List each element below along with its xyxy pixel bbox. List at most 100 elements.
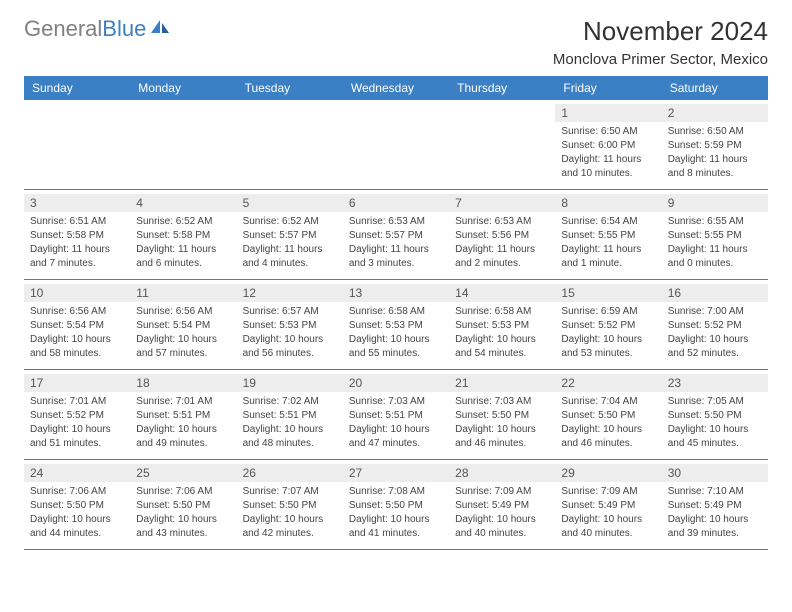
day-cell: 2Sunrise: 6:50 AMSunset: 5:59 PMDaylight… xyxy=(662,100,768,189)
day-info: Sunrise: 6:52 AMSunset: 5:58 PMDaylight:… xyxy=(136,215,230,271)
day-info: Sunrise: 7:05 AMSunset: 5:50 PMDaylight:… xyxy=(668,395,762,451)
daylight-text: Daylight: 10 hours and 39 minutes. xyxy=(668,513,762,541)
sunset-text: Sunset: 5:51 PM xyxy=(136,409,230,423)
daylight-text: Daylight: 10 hours and 58 minutes. xyxy=(30,333,124,361)
sunset-text: Sunset: 5:58 PM xyxy=(136,229,230,243)
day-number-bar: 24 xyxy=(24,464,130,482)
day-cell: 20Sunrise: 7:03 AMSunset: 5:51 PMDayligh… xyxy=(343,370,449,459)
day-number: 30 xyxy=(668,466,762,480)
day-info: Sunrise: 6:56 AMSunset: 5:54 PMDaylight:… xyxy=(30,305,124,361)
day-header-wednesday: Wednesday xyxy=(343,76,449,100)
sunrise-text: Sunrise: 7:08 AM xyxy=(349,485,443,499)
sunrise-text: Sunrise: 7:03 AM xyxy=(349,395,443,409)
day-number-bar: 25 xyxy=(130,464,236,482)
sunrise-text: Sunrise: 6:56 AM xyxy=(136,305,230,319)
sunset-text: Sunset: 5:50 PM xyxy=(30,499,124,513)
daylight-text: Daylight: 10 hours and 48 minutes. xyxy=(243,423,337,451)
sunrise-text: Sunrise: 6:58 AM xyxy=(349,305,443,319)
sunset-text: Sunset: 5:49 PM xyxy=(561,499,655,513)
empty-cell xyxy=(24,100,130,189)
day-cell: 6Sunrise: 6:53 AMSunset: 5:57 PMDaylight… xyxy=(343,190,449,279)
daylight-text: Daylight: 10 hours and 46 minutes. xyxy=(455,423,549,451)
day-info: Sunrise: 6:50 AMSunset: 6:00 PMDaylight:… xyxy=(561,125,655,181)
sunrise-text: Sunrise: 7:07 AM xyxy=(243,485,337,499)
day-number: 11 xyxy=(136,286,230,300)
sunset-text: Sunset: 5:58 PM xyxy=(30,229,124,243)
daylight-text: Daylight: 10 hours and 43 minutes. xyxy=(136,513,230,541)
sunset-text: Sunset: 5:53 PM xyxy=(243,319,337,333)
sunset-text: Sunset: 5:52 PM xyxy=(30,409,124,423)
daylight-text: Daylight: 10 hours and 55 minutes. xyxy=(349,333,443,361)
day-cell: 13Sunrise: 6:58 AMSunset: 5:53 PMDayligh… xyxy=(343,280,449,369)
day-number: 14 xyxy=(455,286,549,300)
sunrise-text: Sunrise: 6:57 AM xyxy=(243,305,337,319)
sunrise-text: Sunrise: 6:53 AM xyxy=(455,215,549,229)
day-info: Sunrise: 6:55 AMSunset: 5:55 PMDaylight:… xyxy=(668,215,762,271)
sunset-text: Sunset: 5:53 PM xyxy=(455,319,549,333)
day-number-bar: 17 xyxy=(24,374,130,392)
week-row: 10 Sunrise: 6:56 AMSunset: 5:54 PMDayligh… xyxy=(24,280,768,370)
day-info: Sunrise: 7:07 AMSunset: 5:50 PMDaylight:… xyxy=(243,485,337,541)
day-info: Sunrise: 7:01 AMSunset: 5:51 PMDaylight:… xyxy=(136,395,230,451)
sunset-text: Sunset: 5:59 PM xyxy=(668,139,762,153)
calendar: Sunday Monday Tuesday Wednesday Thursday… xyxy=(0,76,792,550)
daylight-text: Daylight: 10 hours and 40 minutes. xyxy=(455,513,549,541)
daylight-text: Daylight: 10 hours and 54 minutes. xyxy=(455,333,549,361)
sunset-text: Sunset: 5:50 PM xyxy=(243,499,337,513)
day-number-bar: 15 xyxy=(555,284,661,302)
sunrise-text: Sunrise: 6:54 AM xyxy=(561,215,655,229)
day-number: 17 xyxy=(30,376,124,390)
day-number-bar: 27 xyxy=(343,464,449,482)
daylight-text: Daylight: 11 hours and 2 minutes. xyxy=(455,243,549,271)
week-row: 24Sunrise: 7:06 AMSunset: 5:50 PMDayligh… xyxy=(24,460,768,550)
day-number-bar: 21 xyxy=(449,374,555,392)
sunrise-text: Sunrise: 7:01 AM xyxy=(136,395,230,409)
day-info: Sunrise: 7:00 AMSunset: 5:52 PMDaylight:… xyxy=(668,305,762,361)
day-number-bar: 11 xyxy=(130,284,236,302)
day-cell: 29Sunrise: 7:09 AMSunset: 5:49 PMDayligh… xyxy=(555,460,661,549)
day-cell: 28Sunrise: 7:09 AMSunset: 5:49 PMDayligh… xyxy=(449,460,555,549)
day-number-bar: 10 xyxy=(24,284,130,302)
daylight-text: Daylight: 10 hours and 47 minutes. xyxy=(349,423,443,451)
sunset-text: Sunset: 5:50 PM xyxy=(349,499,443,513)
day-cell: 10 Sunrise: 6:56 AMSunset: 5:54 PMDayligh… xyxy=(24,280,130,369)
logo-text-1: General xyxy=(24,16,102,42)
day-info: Sunrise: 6:56 AMSunset: 5:54 PMDaylight:… xyxy=(136,305,230,361)
sunset-text: Sunset: 6:00 PM xyxy=(561,139,655,153)
daylight-text: Daylight: 11 hours and 3 minutes. xyxy=(349,243,443,271)
sunrise-text: Sunrise: 7:00 AM xyxy=(668,305,762,319)
daylight-text: Daylight: 11 hours and 8 minutes. xyxy=(668,153,762,181)
sunset-text: Sunset: 5:50 PM xyxy=(136,499,230,513)
day-cell: 25Sunrise: 7:06 AMSunset: 5:50 PMDayligh… xyxy=(130,460,236,549)
sunrise-text: Sunrise: 7:01 AM xyxy=(30,395,124,409)
daylight-text: Daylight: 11 hours and 6 minutes. xyxy=(136,243,230,271)
day-number: 5 xyxy=(243,196,337,210)
day-number-bar: 8 xyxy=(555,194,661,212)
logo-text-2: Blue xyxy=(102,16,146,42)
day-cell: 9Sunrise: 6:55 AMSunset: 5:55 PMDaylight… xyxy=(662,190,768,279)
day-info: Sunrise: 6:51 AMSunset: 5:58 PMDaylight:… xyxy=(30,215,124,271)
day-number: 6 xyxy=(349,196,443,210)
day-number-bar: 4 xyxy=(130,194,236,212)
day-cell: 23Sunrise: 7:05 AMSunset: 5:50 PMDayligh… xyxy=(662,370,768,459)
sunrise-text: Sunrise: 7:06 AM xyxy=(30,485,124,499)
day-cell: 22Sunrise: 7:04 AMSunset: 5:50 PMDayligh… xyxy=(555,370,661,459)
daylight-text: Daylight: 11 hours and 0 minutes. xyxy=(668,243,762,271)
day-info: Sunrise: 6:54 AMSunset: 5:55 PMDaylight:… xyxy=(561,215,655,271)
sunset-text: Sunset: 5:50 PM xyxy=(561,409,655,423)
sunrise-text: Sunrise: 6:50 AM xyxy=(561,125,655,139)
day-number-bar: 30 xyxy=(662,464,768,482)
sunset-text: Sunset: 5:51 PM xyxy=(349,409,443,423)
empty-cell xyxy=(237,100,343,189)
sunset-text: Sunset: 5:55 PM xyxy=(668,229,762,243)
day-cell: 5Sunrise: 6:52 AMSunset: 5:57 PMDaylight… xyxy=(237,190,343,279)
day-info: Sunrise: 6:53 AMSunset: 5:56 PMDaylight:… xyxy=(455,215,549,271)
day-cell: 18Sunrise: 7:01 AMSunset: 5:51 PMDayligh… xyxy=(130,370,236,459)
day-info: Sunrise: 7:10 AMSunset: 5:49 PMDaylight:… xyxy=(668,485,762,541)
day-cell: 27Sunrise: 7:08 AMSunset: 5:50 PMDayligh… xyxy=(343,460,449,549)
sunrise-text: Sunrise: 6:59 AM xyxy=(561,305,655,319)
day-number: 1 xyxy=(561,106,655,120)
day-info: Sunrise: 7:04 AMSunset: 5:50 PMDaylight:… xyxy=(561,395,655,451)
week-row: 3Sunrise: 6:51 AMSunset: 5:58 PMDaylight… xyxy=(24,190,768,280)
day-number-bar: 7 xyxy=(449,194,555,212)
